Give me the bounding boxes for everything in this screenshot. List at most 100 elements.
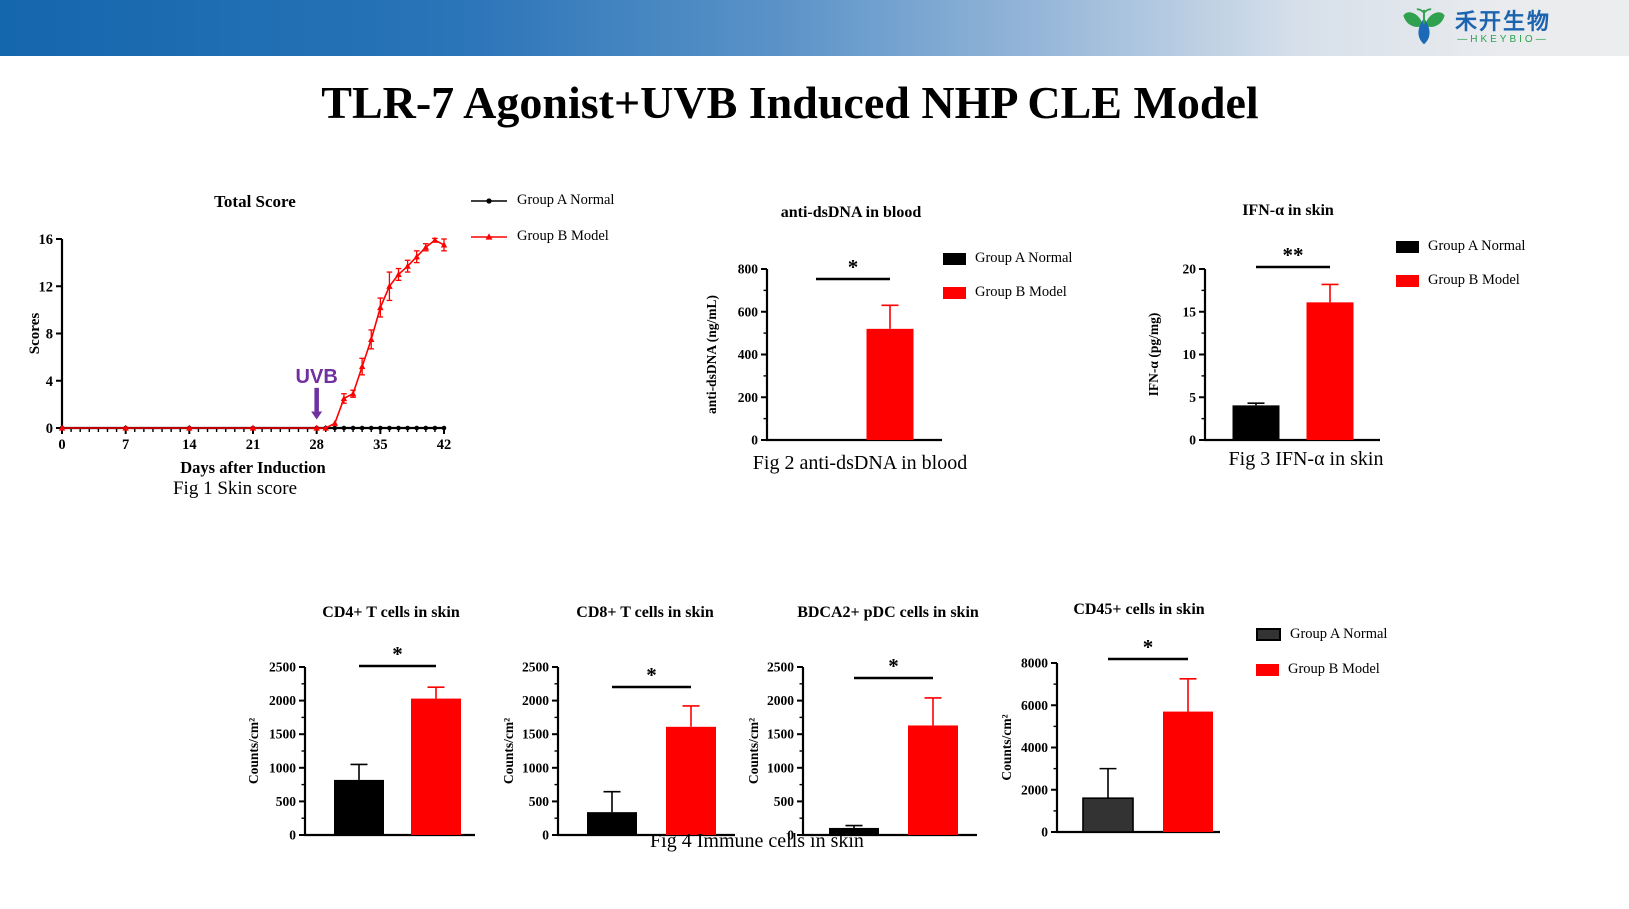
svg-text:500: 500	[529, 794, 550, 809]
fig4a-chart-canvas: 0 500 1000 1500 2000 2500 Counts/cm² *	[240, 600, 495, 855]
fig4c-title: BDCA2+ pDC cells in skin	[797, 604, 979, 621]
svg-text:Counts/cm²: Counts/cm²	[746, 718, 761, 784]
svg-text:*: *	[888, 654, 899, 678]
fig4-legend-row-group-b: Group B Model	[1256, 661, 1387, 678]
swatch-black	[943, 252, 966, 265]
fig4b-chart-canvas: 0 500 1000 1500 2000 2500 Counts/cm² *	[495, 600, 750, 855]
legend-label-group-b: Group B Model	[975, 284, 1067, 300]
fig2-plot-svg: 0 200 400 600 800 anti-dsDNA (ng/mL) *	[704, 255, 942, 448]
svg-text:UVB: UVB	[296, 366, 338, 388]
svg-text:21: 21	[246, 437, 261, 453]
svg-text:*: *	[646, 663, 657, 687]
svg-text:8000: 8000	[1021, 656, 1048, 671]
fig2-legend: Group A Normal Group B Model	[943, 250, 1072, 301]
svg-text:0: 0	[58, 437, 65, 453]
svg-text:*: *	[392, 642, 403, 666]
svg-text:0: 0	[751, 433, 758, 448]
fig4a-title: CD4+ T cells in skin	[322, 604, 460, 621]
fig3-chart-canvas: 0 5 10 15 20 IFN-α (pg/mg) **	[1140, 235, 1395, 460]
svg-text:2500: 2500	[269, 660, 296, 675]
legend-label-group-b: Group B Model	[517, 228, 609, 244]
svg-text:10: 10	[1183, 347, 1197, 362]
legend-label-group-a: Group A Normal	[1290, 626, 1388, 642]
svg-text:2000: 2000	[767, 693, 794, 708]
swatch-red	[1396, 274, 1419, 287]
fig3-legend-row-group-b: Group B Model	[1396, 272, 1525, 289]
svg-text:anti-dsDNA (ng/mL): anti-dsDNA (ng/mL)	[704, 295, 719, 414]
fig4b-plot-svg: 0 500 1000 1500 2000 2500 Counts/cm² *	[501, 660, 735, 843]
fig4b-title: CD8+ T cells in skin	[576, 604, 714, 621]
slide-title: TLR-7 Agonist+UVB Induced NHP CLE Model	[321, 77, 1259, 128]
svg-text:400: 400	[738, 347, 759, 362]
svg-text:1000: 1000	[522, 760, 549, 775]
fig4c-plot-svg: 0 500 1000 1500 2000 2500 Counts/cm² *	[746, 654, 977, 843]
svg-text:1000: 1000	[767, 760, 794, 775]
svg-text:*: *	[1143, 635, 1154, 659]
svg-text:15: 15	[1183, 304, 1197, 319]
svg-text:Counts/cm²: Counts/cm²	[501, 718, 516, 784]
legend-label-group-a: Group A Normal	[975, 250, 1073, 266]
fig3-caption: Fig 3 IFN-α in skin	[1228, 448, 1384, 470]
fig1-legend-row-group-a: Group A Normal	[470, 192, 614, 209]
svg-text:12: 12	[39, 279, 54, 295]
legend-label-group-b: Group B Model	[1428, 272, 1520, 288]
svg-text:800: 800	[738, 262, 759, 277]
line-triangle-marker-red	[471, 232, 507, 240]
fig2-caption: Fig 2 anti-dsDNA in blood	[752, 452, 968, 474]
fig4-legend: Group A Normal Group B Model	[1256, 626, 1387, 678]
svg-text:4000: 4000	[1021, 740, 1048, 755]
swatch-black	[1396, 240, 1419, 253]
header-bar	[0, 0, 1629, 56]
svg-text:IFN-α (pg/mg): IFN-α (pg/mg)	[1146, 313, 1161, 397]
svg-text:0: 0	[787, 828, 794, 843]
fig2-title: anti-dsDNA in blood	[780, 204, 922, 221]
svg-text:16: 16	[39, 232, 54, 248]
fig2-chart-canvas: 0 200 400 600 800 anti-dsDNA (ng/mL) *	[700, 235, 955, 460]
fig4d-title: CD45+ cells in skin	[1073, 601, 1205, 618]
fig1-legend: Group A Normal Group B Model	[470, 192, 614, 245]
svg-text:6000: 6000	[1021, 698, 1048, 713]
fig4-caption: Fig 4 Immune cells in skin	[650, 830, 864, 852]
svg-text:2500: 2500	[522, 660, 549, 675]
legend-label-group-a: Group A Normal	[1428, 238, 1526, 254]
fig4d-plot-svg: 0 2000 4000 6000 8000 Counts/cm² *	[999, 635, 1220, 840]
svg-text:0: 0	[289, 828, 296, 843]
svg-text:1000: 1000	[269, 760, 296, 775]
fig3-legend: Group A Normal Group B Model	[1396, 238, 1525, 289]
svg-text:Scores: Scores	[27, 313, 43, 355]
svg-text:2000: 2000	[1021, 782, 1048, 797]
fig2-legend-row-group-b: Group B Model	[943, 284, 1072, 301]
legend-label-group-a: Group A Normal	[517, 192, 615, 208]
svg-text:0: 0	[1189, 433, 1196, 448]
fig1-caption: Fig 1 Skin score	[172, 478, 298, 499]
svg-text:0: 0	[1041, 825, 1048, 840]
fig2-legend-row-group-a: Group A Normal	[943, 250, 1072, 267]
hkeybio-logo: 禾开生物 —HKEYBIO—	[1401, 4, 1551, 52]
fig1-plot-svg: 0 7 14 21 28 35 42 0 4 8 12 16 Days after Induction S…	[27, 232, 451, 477]
fig1-chart-canvas: 0 7 14 21 28 35 42 0 4 8 12 16 Days after Induction S…	[25, 225, 465, 495]
svg-text:2000: 2000	[522, 693, 549, 708]
svg-text:Counts/cm²: Counts/cm²	[246, 718, 261, 784]
svg-text:7: 7	[122, 437, 129, 453]
line-dot-marker-black	[471, 197, 507, 204]
svg-text:Days after Induction: Days after Induction	[180, 458, 325, 477]
fig1-title: Total Score	[214, 192, 296, 211]
swatch-gray	[1256, 628, 1281, 641]
svg-text:200: 200	[738, 390, 759, 405]
svg-text:*: *	[848, 255, 859, 279]
swatch-red	[943, 286, 966, 299]
logo-latin-name: —HKEYBIO—	[1457, 34, 1549, 46]
fig4-legend-row-group-a: Group A Normal	[1256, 626, 1387, 643]
svg-text:1500: 1500	[269, 727, 296, 742]
svg-text:2500: 2500	[767, 660, 794, 675]
fig4d-chart-canvas: 0 2000 4000 6000 8000 Counts/cm² *	[995, 598, 1240, 853]
svg-text:5: 5	[1189, 390, 1196, 405]
svg-text:4: 4	[46, 374, 53, 390]
fig4a-plot-svg: 0 500 1000 1500 2000 2500 Counts/cm² *	[246, 642, 475, 843]
svg-text:2000: 2000	[269, 693, 296, 708]
fig1-legend-row-group-b: Group B Model	[470, 228, 614, 245]
svg-text:500: 500	[276, 794, 297, 809]
svg-text:500: 500	[774, 794, 795, 809]
svg-text:28: 28	[309, 437, 324, 453]
fig3-legend-row-group-a: Group A Normal	[1396, 238, 1525, 255]
